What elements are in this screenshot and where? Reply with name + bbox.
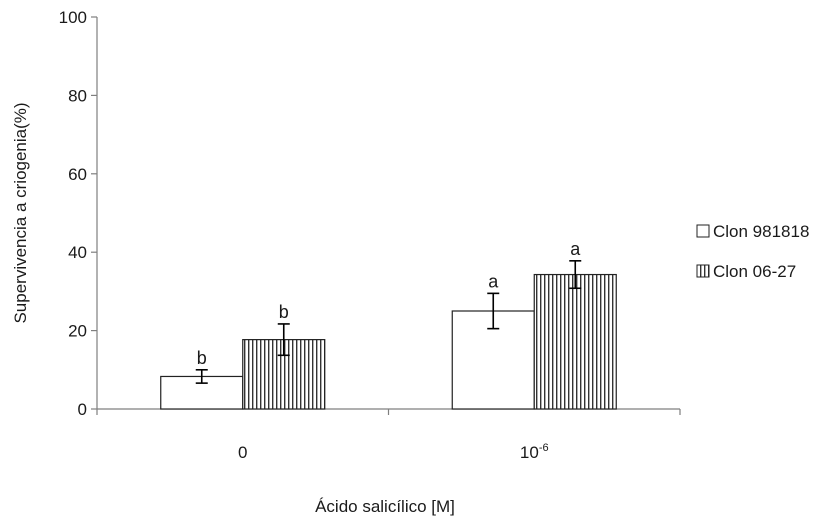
error-bars [195,260,582,384]
x-axis-title: Ácido salicílico [M] [315,497,455,516]
y-tick-label: 20 [68,322,87,341]
legend-swatch [696,224,710,238]
y-axis-title: Supervivencia a criogenia(%) [11,102,30,323]
significance-label: b [197,348,207,368]
significance-labels: b a b a [197,239,582,368]
y-tick-label: 100 [59,8,87,27]
legend-label: Clon 981818 [713,222,809,241]
y-tick-label: 60 [68,165,87,184]
y-tick-label: 80 [68,86,87,105]
bar [533,273,617,410]
legend-label: Clon 06-27 [713,262,796,281]
legend-swatch [696,264,710,278]
y-tick-label: 0 [78,400,87,419]
bars [160,273,617,410]
legend: Clon 981818 Clon 06-27 [696,222,809,281]
x-tick-label: 10-6 [520,442,549,462]
significance-label: a [488,271,499,291]
significance-label: a [570,239,581,259]
y-tick-label: 40 [68,243,87,262]
x-tick-label: 0 [238,443,247,462]
significance-label: b [279,302,289,322]
